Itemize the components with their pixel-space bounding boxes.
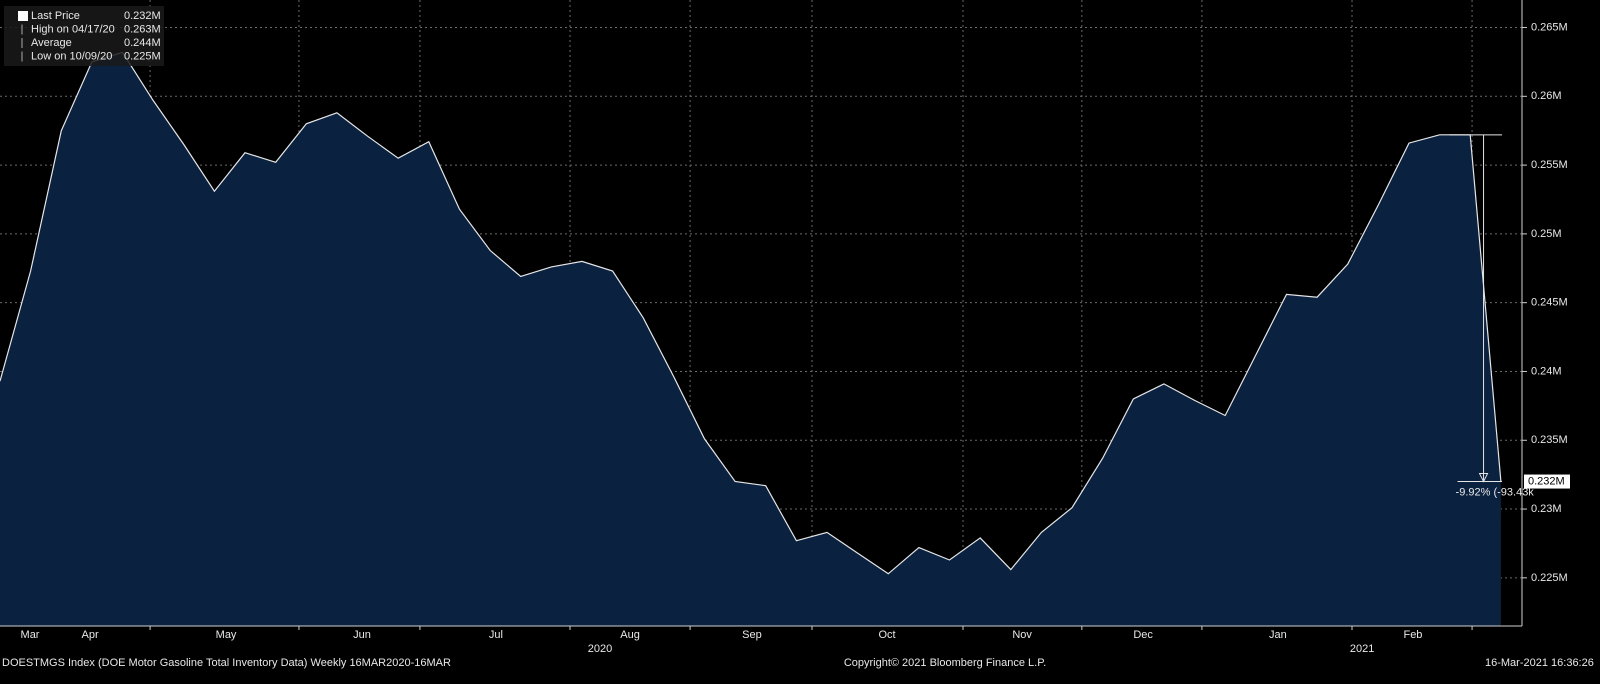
year-label: 2020 [588, 643, 612, 655]
y-tick-label: 0.245M [1531, 297, 1568, 309]
legend-value: 0.225M [124, 50, 161, 62]
y-tick-label: 0.255M [1531, 159, 1568, 171]
legend-name: High on 04/17/20 [31, 23, 115, 35]
year-label: 2021 [1350, 643, 1374, 655]
change-annotation: -9.92% (-93.43k [1456, 486, 1535, 498]
last-price-tag [1524, 474, 1570, 489]
x-tick-label: Jul [489, 629, 503, 641]
legend-name: Last Price [31, 10, 80, 22]
y-tick-label: 0.24M [1531, 365, 1562, 377]
y-tick-label: 0.235M [1531, 434, 1568, 446]
x-tick-label: Aug [620, 629, 640, 641]
y-tick-label: 0.23M [1531, 503, 1562, 515]
x-tick-label: Jan [1269, 629, 1287, 641]
legend-box [4, 6, 164, 66]
legend-value: 0.244M [124, 37, 161, 49]
x-tick-label: Apr [81, 629, 98, 641]
y-tick-label: 0.225M [1531, 572, 1568, 584]
x-tick-label: Mar [21, 629, 40, 641]
legend-name: Low on 10/09/20 [31, 50, 112, 62]
x-tick-label: May [216, 629, 237, 641]
x-tick-label: Feb [1403, 629, 1422, 641]
footer-right: 16-Mar-2021 16:36:26 [1485, 657, 1594, 669]
x-tick-label: Jun [353, 629, 371, 641]
x-tick-label: Oct [878, 629, 895, 641]
x-tick-label: Sep [742, 629, 762, 641]
x-tick-label: Nov [1012, 629, 1032, 641]
arrow-head [1478, 473, 1489, 483]
legend-swatch [18, 11, 28, 21]
last-price-label: 0.232M [1528, 475, 1565, 487]
area [0, 52, 1501, 627]
legend-value: 0.263M [124, 23, 161, 35]
x-tick-label: Dec [1133, 629, 1153, 641]
legend-value: 0.232M [124, 10, 161, 22]
line [0, 51, 1502, 575]
footer-left: DOESTMGS Index (DOE Motor Gasoline Total… [2, 657, 451, 669]
legend-name: Average [31, 37, 72, 49]
footer-center: Copyright© 2021 Bloomberg Finance L.P. [844, 657, 1046, 669]
y-tick-label: 0.26M [1531, 90, 1562, 102]
y-tick-label: 0.25M [1531, 228, 1562, 240]
y-tick-label: 0.265M [1531, 21, 1568, 33]
